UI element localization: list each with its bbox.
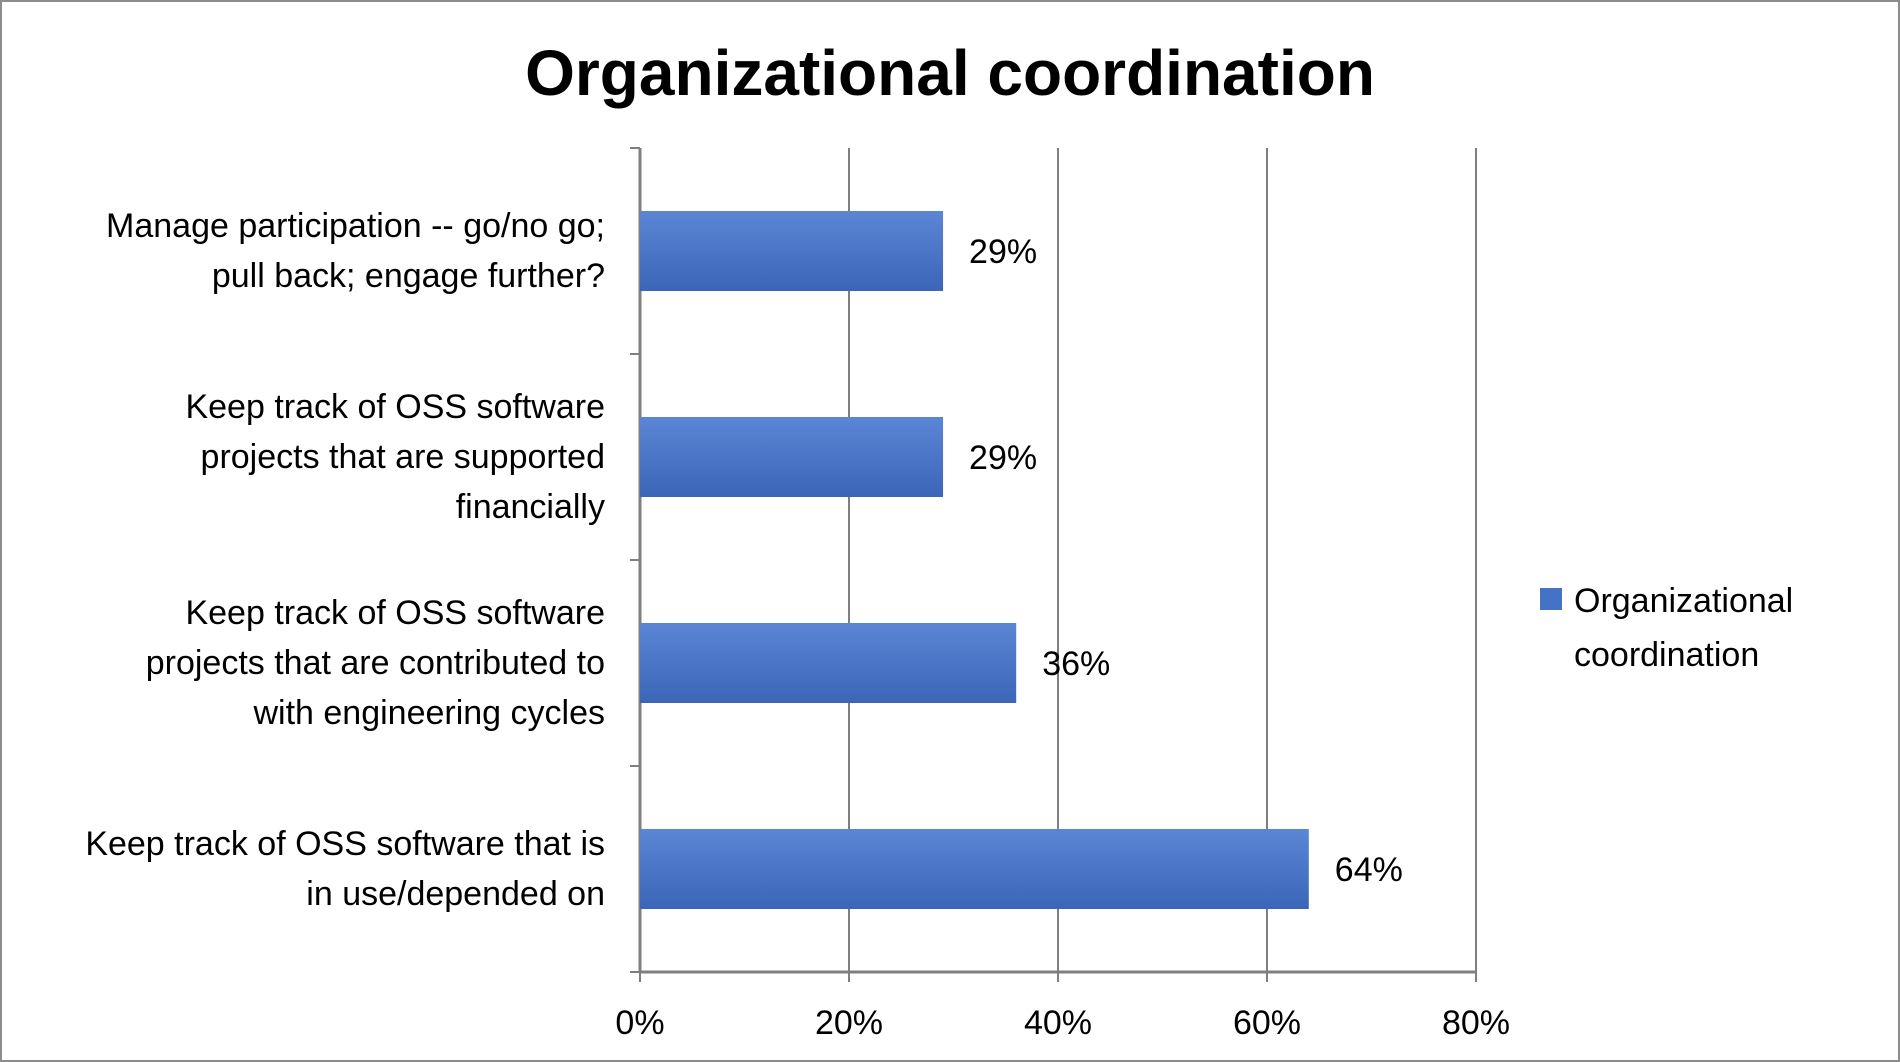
x-tick-labels: 0% 20% 40% 60% 80% — [615, 1004, 1510, 1042]
category-label-line: Keep track of OSS software — [185, 388, 605, 426]
category-label-line: pull back; engage further? — [211, 257, 605, 295]
category-label-line: projects that are supported — [200, 438, 605, 476]
category-label-line: financially — [455, 488, 605, 526]
x-tick-label: 60% — [1233, 1004, 1301, 1042]
category-label-4: Keep track of OSS software that is in use… — [5, 819, 605, 919]
bar-1 — [640, 211, 944, 291]
data-label-4: 64% — [1335, 851, 1403, 889]
legend-label: Organizational coordination — [1574, 582, 1794, 674]
data-label-3: 36% — [1042, 645, 1110, 683]
x-tick-label: 0% — [615, 1004, 664, 1042]
data-labels: 29% 29% 36% 64% — [969, 233, 1403, 889]
category-label-line: in use/depended on — [306, 875, 605, 913]
category-label-line: Keep track of OSS software that is — [85, 825, 605, 863]
category-label-line: Manage participation -- go/no go; — [106, 207, 605, 245]
category-label-3: Keep track of OSS software projects that … — [5, 588, 605, 738]
x-tick-label: 40% — [1024, 1004, 1092, 1042]
data-label-1: 29% — [969, 233, 1037, 271]
category-label-line: Keep track of OSS software — [185, 594, 605, 632]
bar-3 — [640, 623, 1017, 703]
bar-4 — [640, 829, 1309, 909]
category-label-2: Keep track of OSS software projects that … — [5, 382, 605, 532]
bars — [640, 211, 1309, 909]
data-label-2: 29% — [969, 439, 1037, 477]
legend-swatch — [1540, 588, 1562, 610]
chart-title: Organizational coordination — [525, 37, 1375, 109]
category-label-line: projects that are contributed to — [145, 644, 605, 682]
category-label-1: Manage participation -- go/no go; pull ba… — [5, 201, 605, 301]
x-tick-label: 80% — [1442, 1004, 1510, 1042]
category-label-line: with engineering cycles — [253, 694, 605, 732]
bar-2 — [640, 417, 944, 497]
x-tick-label: 20% — [815, 1004, 883, 1042]
